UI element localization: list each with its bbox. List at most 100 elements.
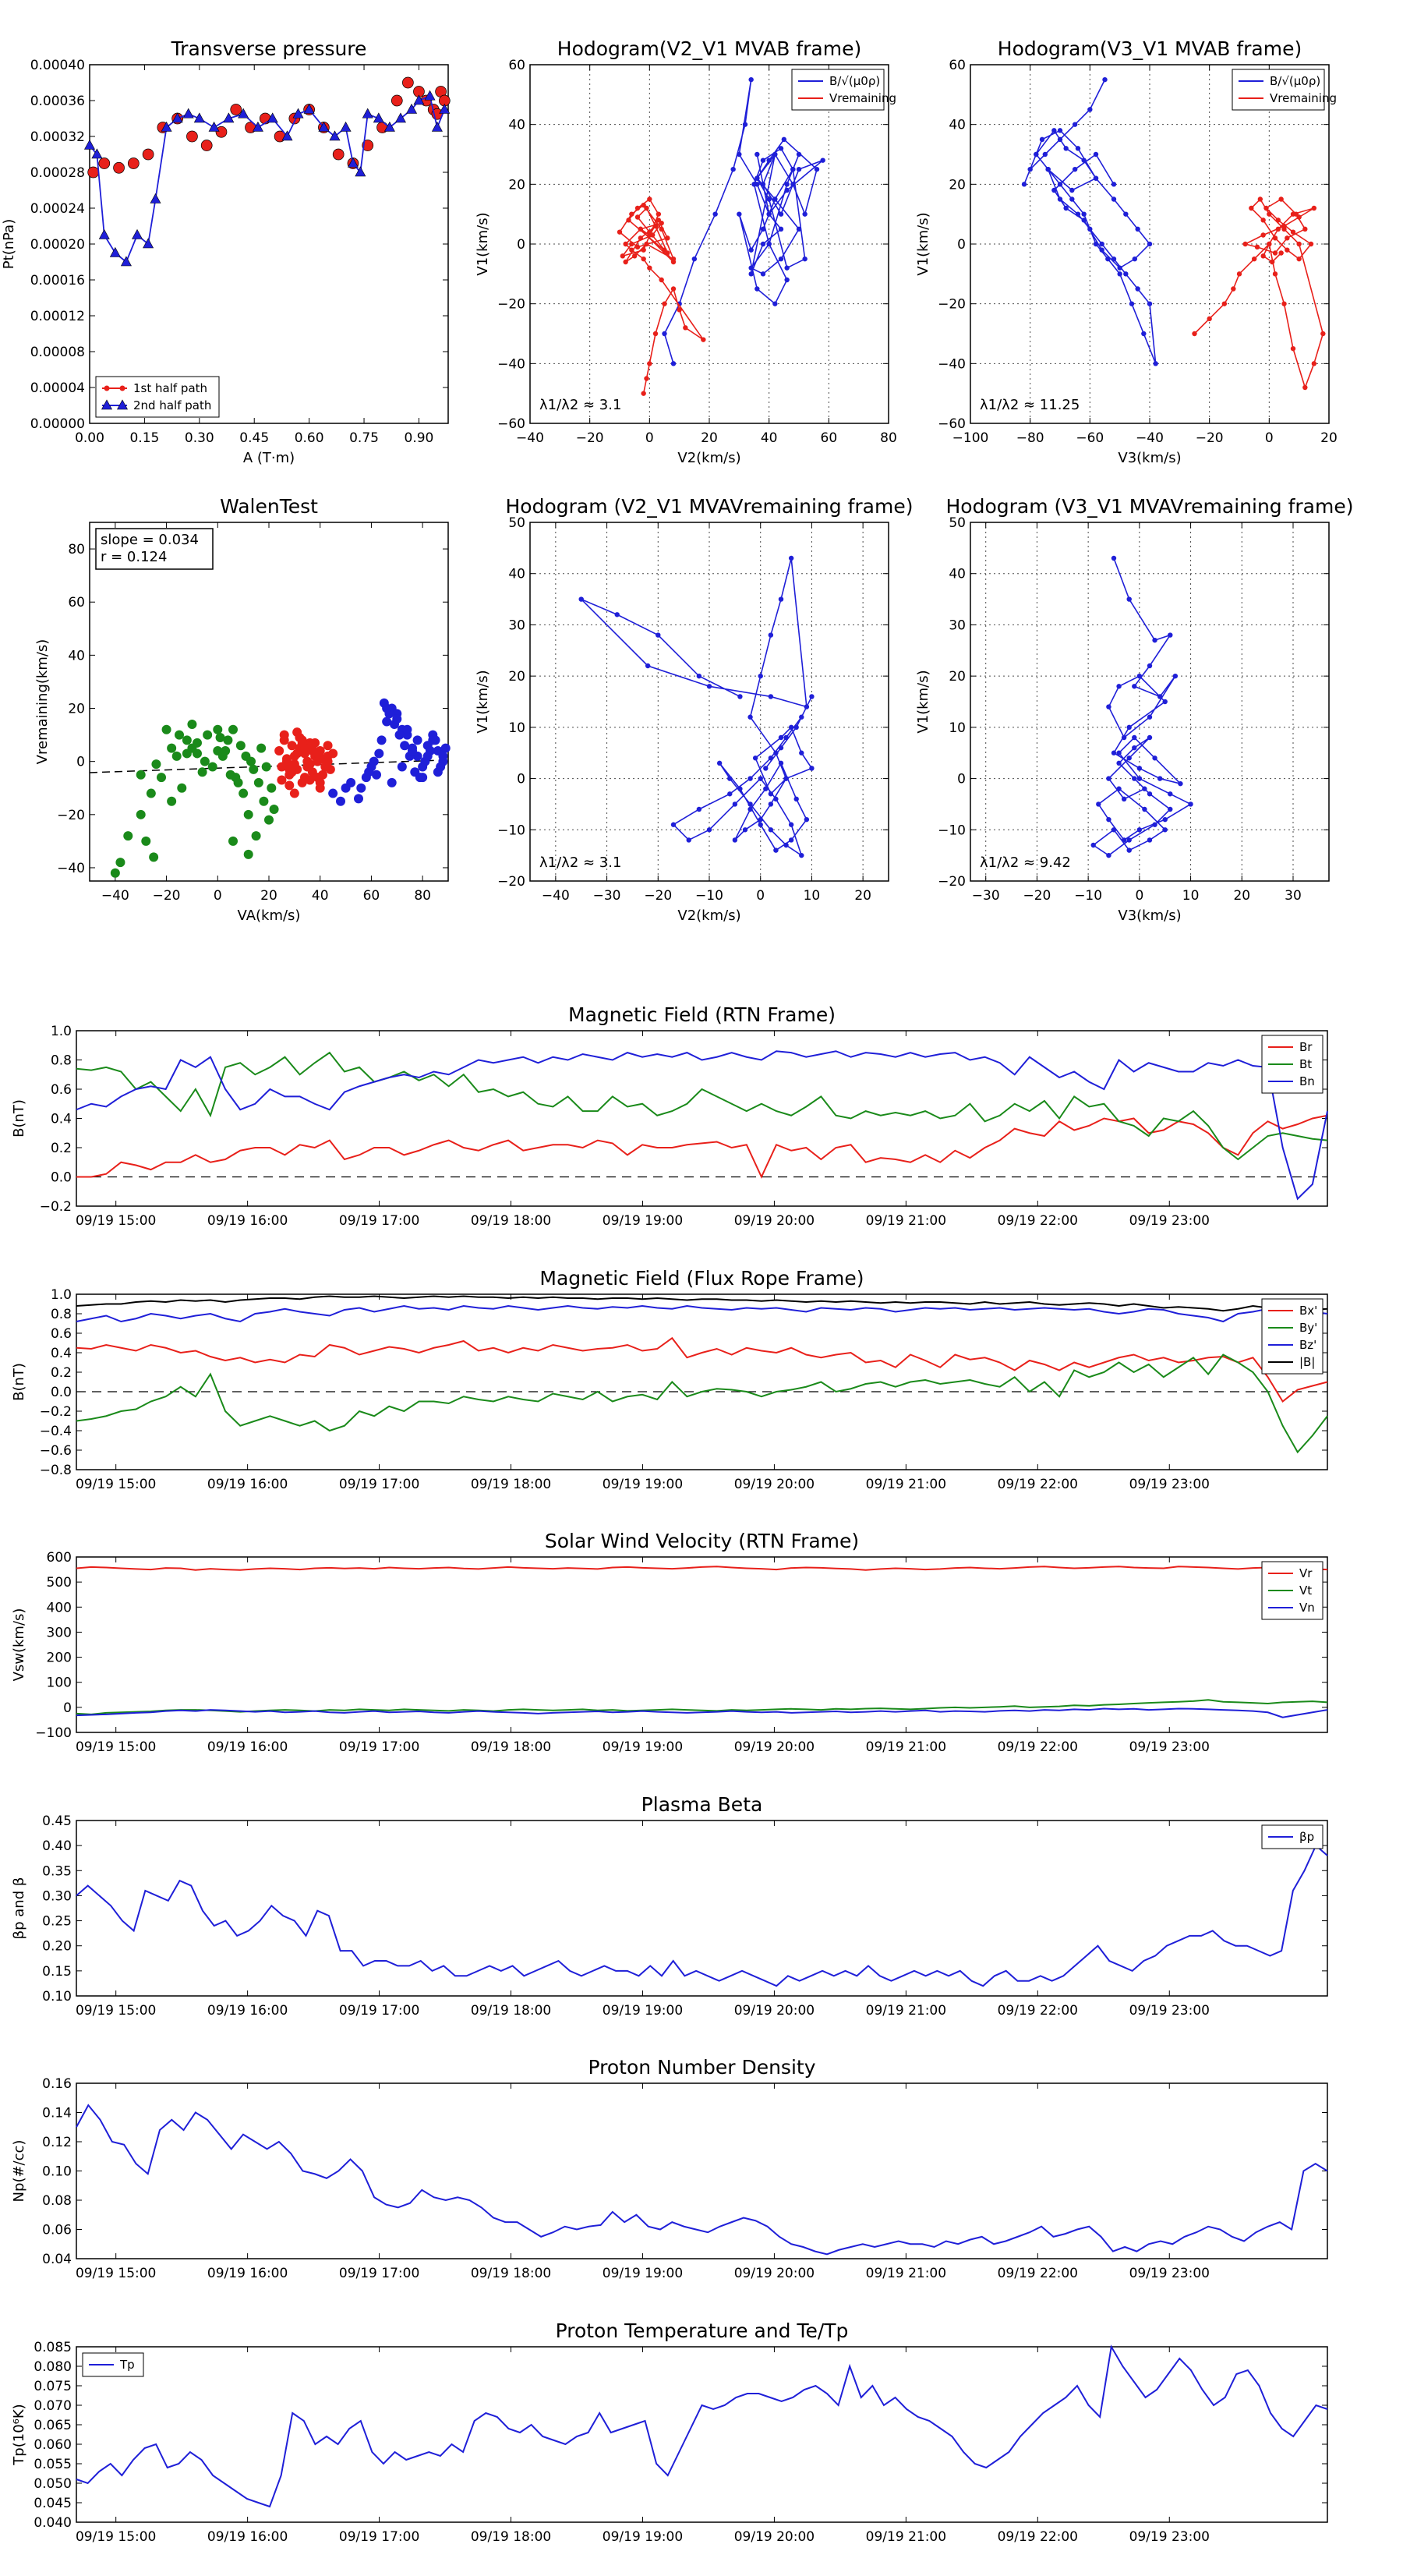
hodogram-point [758,776,763,781]
data-point [382,717,392,727]
y-tick-label: −60 [497,416,525,432]
data-point [289,788,299,798]
series-bn [76,1050,1328,1201]
hodogram-point [1281,301,1287,306]
hodogram-point [1188,801,1193,807]
hodogram-point [778,596,784,602]
hodogram-point [727,776,733,781]
data-point [239,788,249,798]
plot-frame [970,522,1330,882]
time-tick-label: 09/19 17:00 [339,1477,419,1492]
time-tick-label: 09/19 20:00 [734,2003,815,2019]
x-tick-label: −20 [1196,430,1224,446]
time-tick-label: 09/19 21:00 [866,1213,946,1229]
hodogram-point [793,724,799,731]
hodogram-point [1117,271,1122,277]
point-marker [119,385,125,391]
chart-hodogram-v2-mvav: Hodogram (V2_V1 MVAVremaining frame) −20 −… [475,495,914,924]
data-point [151,759,161,770]
x-tick-label: 0.75 [349,430,379,446]
x-axis-label: VA(km/s) [238,908,301,924]
hodogram-point [747,806,753,812]
hodogram-point [732,801,738,807]
x-tick-label: 20 [701,430,718,446]
y-tick-label: 0.2 [51,1365,72,1381]
hodogram-point [773,847,779,853]
hodogram-point [1027,166,1033,172]
hodogram-point [760,157,766,163]
time-tick-label: 09/19 22:00 [998,2266,1078,2281]
y-tick-label: −0.2 [40,1404,72,1420]
hodogram-point [788,724,794,731]
hodogram-point [799,714,804,720]
data-point [249,764,259,774]
y-tick-label: 0.15 [42,1964,72,1980]
hodogram-point [1281,223,1287,229]
hodogram-point [1249,205,1254,211]
chart-title: Magnetic Field (Flux Rope Frame) [539,1267,864,1290]
y-tick-label: 20 [68,702,85,717]
y-tick-label: 20 [949,177,966,193]
data-point [376,735,387,745]
hodogram-point [647,229,652,235]
hodogram-point [670,822,677,827]
time-tick-label: 09/19 19:00 [603,2266,683,2281]
triangle-marker [223,112,235,123]
hodogram-point [748,265,754,271]
plot-frame [76,2082,1328,2259]
y-tick-label: 300 [47,1625,72,1640]
hodogram-point [1111,555,1117,561]
circle-marker [200,140,213,151]
triangle-marker [171,112,183,123]
triangle-marker [83,139,96,150]
y-tick-label: 500 [47,1575,72,1591]
hodogram-point [1272,271,1278,277]
x-tick-label: 20 [854,888,871,904]
hodogram-point [1278,196,1284,202]
y-tick-label: 1.0 [51,1287,72,1303]
time-tick-label: 09/19 16:00 [207,1477,288,1492]
y-tick-label: −40 [57,861,85,876]
triangle-marker [303,103,315,114]
hodogram-point [623,259,628,265]
hodogram-point [809,694,815,699]
triangle-marker [143,238,154,249]
y-tick-label: 0.08 [42,2193,72,2209]
hodogram-point [784,277,790,283]
data-point [287,741,297,751]
hodogram-point [814,166,820,172]
hodogram-point [768,827,774,833]
data-point [315,777,325,787]
data-point [246,756,256,766]
data-point [354,794,363,804]
hodogram-point [1116,760,1122,766]
hodogram-point [1296,241,1302,247]
hodogram-point [1147,241,1153,247]
hodogram-point [1296,214,1302,220]
hodogram-point [1275,218,1281,223]
hodogram-point [760,182,766,187]
y-tick-label: 0.8 [51,1307,72,1322]
y-tick-label: 0.6 [51,1326,72,1342]
hodogram-point [659,220,664,226]
y-tick-label: 60 [949,58,966,73]
data-point [387,777,397,787]
data-point [323,756,333,766]
hodogram-point [1106,816,1111,823]
hodogram-point [1102,76,1108,83]
hodogram-point [1121,796,1127,802]
hodogram-point [1141,331,1147,337]
hodogram-point [783,734,789,741]
y-tick-label: 10 [949,720,966,736]
y-tick-label: 0 [63,1700,72,1716]
y-tick-label: 0.14 [42,2106,72,2121]
y-axis-label: βp and β [11,1877,27,1940]
time-tick-label: 09/19 15:00 [76,2529,156,2545]
data-point [161,724,171,734]
series-bt [76,1051,1328,1161]
data-point [228,724,238,734]
time-tick-label: 09/19 20:00 [734,1213,815,1229]
circle-marker [402,76,414,89]
hodogram-point [716,760,723,766]
x-tick-label: −40 [1136,430,1164,446]
